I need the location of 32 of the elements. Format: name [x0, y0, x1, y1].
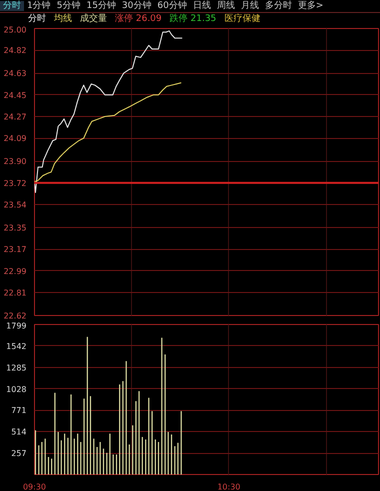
text: 分时 1分钟 5分钟 15分钟 30分钟 60分钟 日线 周线 月线 多分时 更多>	[3, 1, 324, 11]
y-tick-label: 1285	[6, 363, 26, 372]
y-tick-label: 257	[11, 449, 27, 458]
line-series	[34, 82, 182, 182]
text: 医疗保健	[223, 14, 262, 24]
y-tick-label: 23.72	[4, 178, 27, 188]
y-tick-label: 25.00	[4, 26, 27, 34]
y-tick-label: 24.82	[4, 46, 27, 56]
x-tick-label: 09:30	[22, 482, 46, 491]
y-tick-label: 1542	[6, 342, 26, 351]
y-tick-label: 23.17	[4, 245, 27, 254]
y-tick-label: 1028	[6, 384, 26, 394]
text: 分时	[27, 14, 47, 24]
y-tick-label: 22.99	[4, 266, 27, 276]
y-tick-label: 24.27	[4, 112, 27, 122]
y-tick-label: 1799	[6, 322, 26, 330]
y-tick-label: 24.63	[4, 69, 27, 78]
y-tick-label: 24.45	[4, 90, 27, 100]
y-tick-label: 24.09	[4, 134, 27, 144]
y-tick-label: 22.62	[4, 312, 27, 320]
text: 均线	[53, 14, 73, 24]
x-tick-label: 10:30	[217, 482, 240, 491]
y-tick-label: 23.35	[4, 223, 27, 232]
y-tick-label: 22.81	[4, 288, 27, 298]
text: 跌停 21.35	[168, 14, 218, 24]
y-tick-label: 23.54	[4, 200, 27, 210]
text: 涨停 26.09	[114, 14, 163, 24]
text: 成交量	[79, 14, 108, 24]
y-tick-label: 514	[11, 428, 27, 437]
y-tick-label: 23.90	[4, 157, 27, 166]
y-tick-label: 771	[11, 406, 27, 416]
line-series	[34, 30, 183, 193]
